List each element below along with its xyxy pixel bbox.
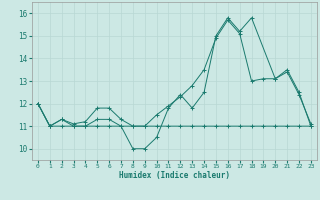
X-axis label: Humidex (Indice chaleur): Humidex (Indice chaleur)	[119, 171, 230, 180]
